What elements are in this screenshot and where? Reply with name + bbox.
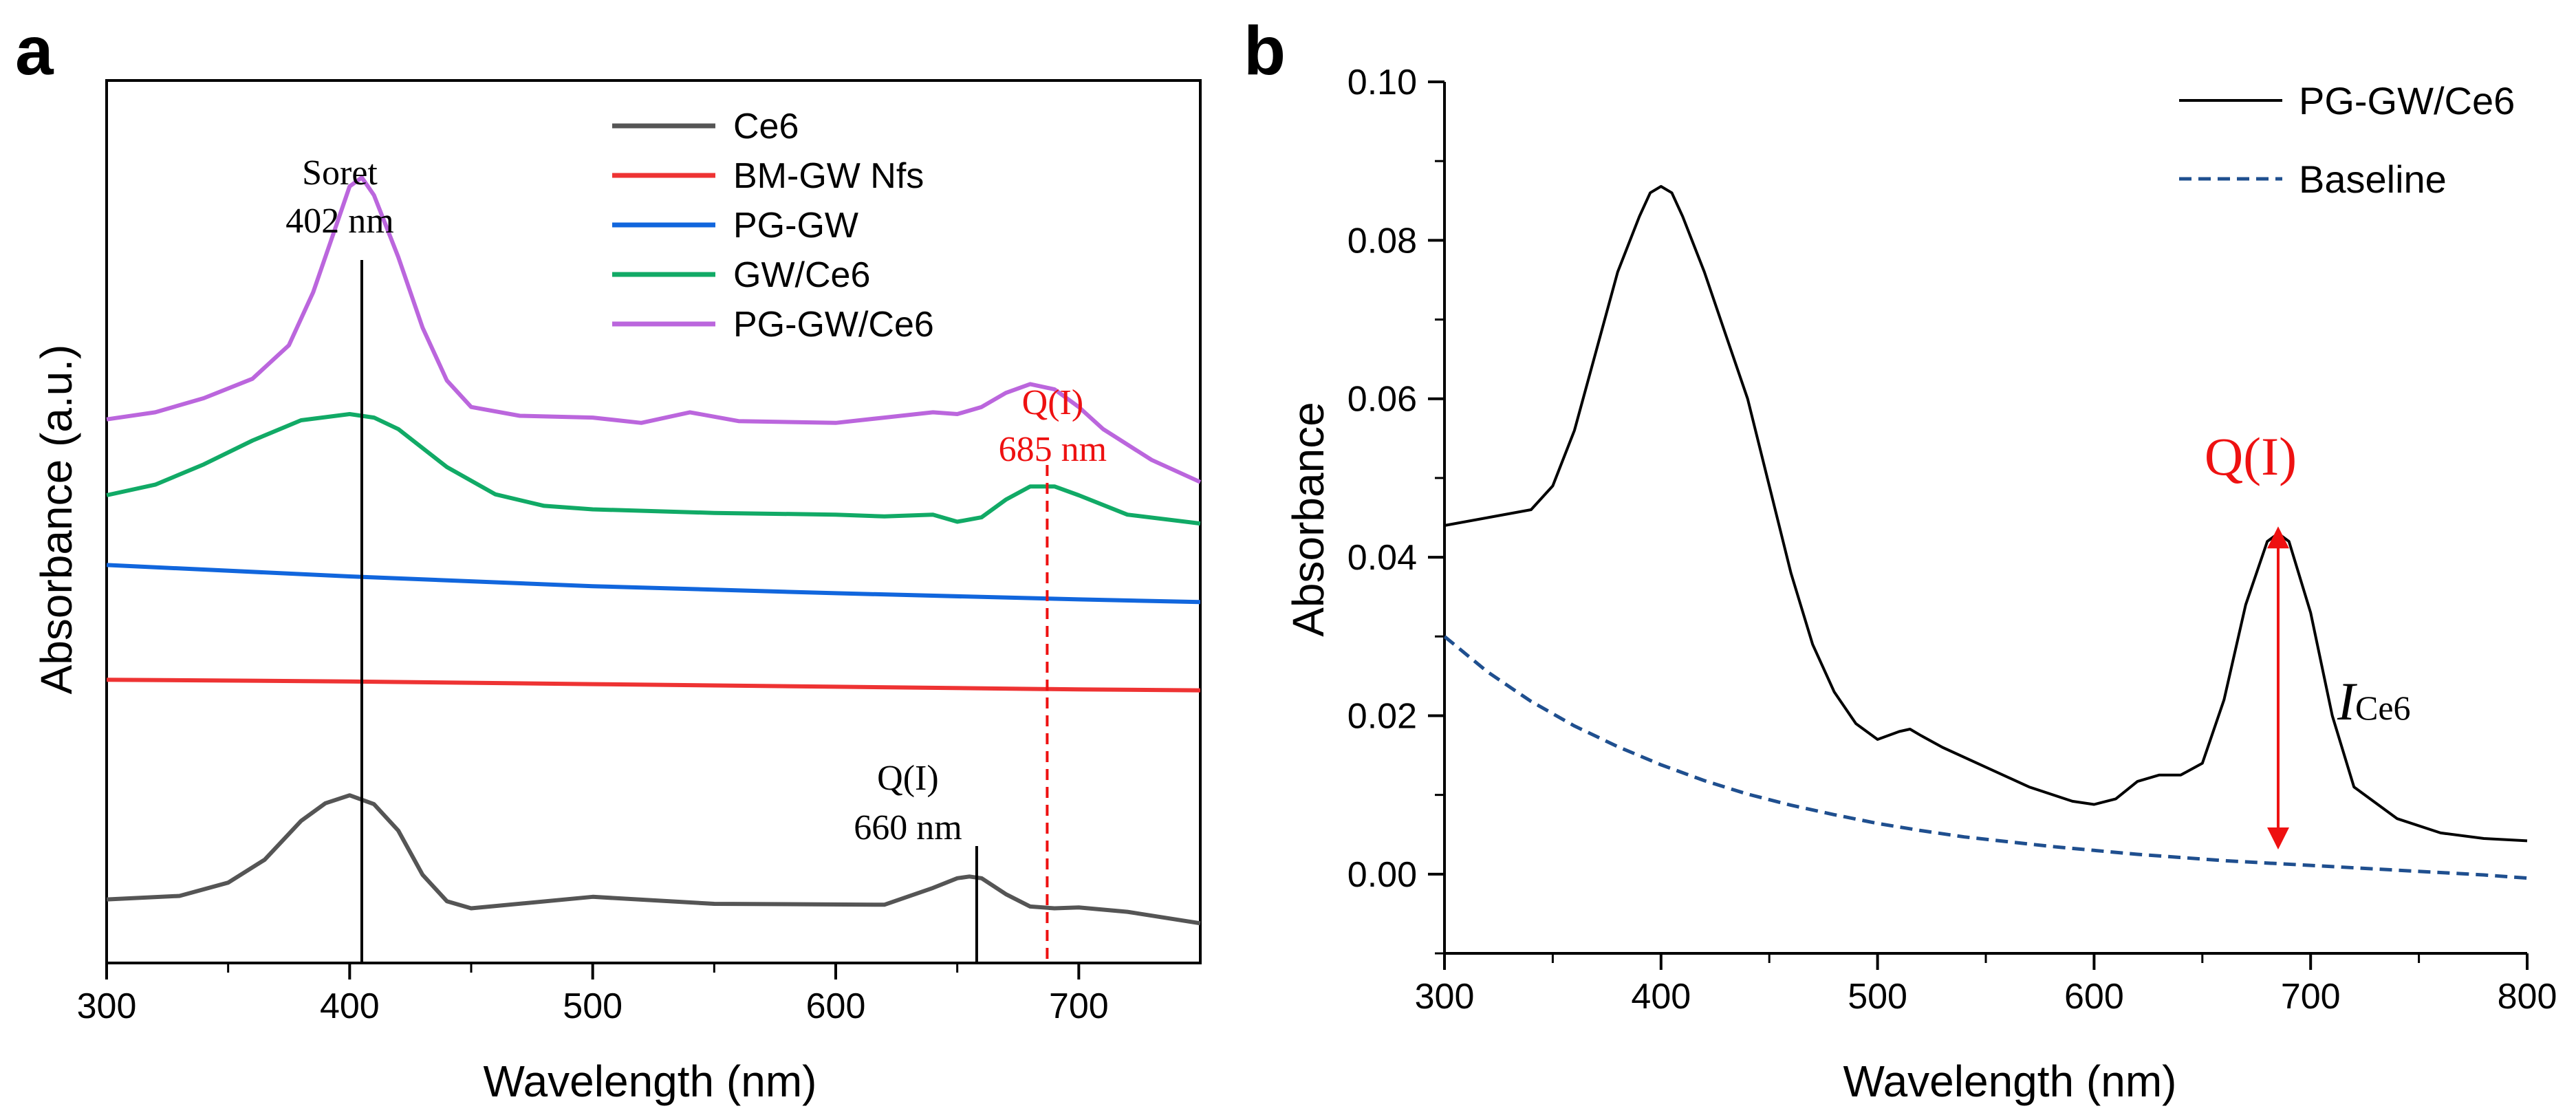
- y-tick-label: 0.06: [1347, 380, 1417, 420]
- legend-label-pg-gw-ce6: PG-GW/Ce6: [733, 305, 934, 345]
- annotation-wavelength: 685 nm: [999, 430, 1107, 469]
- panel-a-x-ticks: 300 400 500 600 700: [77, 963, 1109, 1026]
- annotation-title: Q(I): [1022, 383, 1084, 422]
- series-line-pg-gw: [106, 563, 1201, 605]
- panel-b-annotations: Q(I) ICe6: [2205, 426, 2411, 849]
- annotation-ce6-subscript: Ce6: [2355, 689, 2411, 727]
- panel-b-legend: PG-GW/Ce6 Baseline: [2179, 79, 2515, 201]
- x-tick-label: 700: [2281, 977, 2341, 1017]
- annotation-title: Soret: [302, 153, 378, 193]
- series-line-ce6: [106, 793, 1201, 926]
- panel-a-label: a: [15, 12, 54, 89]
- panel-a-annotations: Soret 402 nm Q(I) 660 nm Q(I) 685 nm: [285, 153, 1107, 963]
- y-tick-label: 0.00: [1347, 855, 1417, 895]
- x-tick-label: 500: [563, 986, 623, 1026]
- annotation-wavelength: 660 nm: [854, 808, 962, 847]
- panel-a-y-axis-label: Absorbance (a.u.): [32, 345, 81, 695]
- legend-label-pg-gw-ce6: PG-GW/Ce6: [2299, 79, 2515, 122]
- panel-a-plot-border: [105, 79, 1202, 964]
- series-line-baseline: [1443, 635, 2528, 880]
- annotation-i-symbol: I: [2337, 671, 2358, 731]
- y-tick-label: 0.08: [1347, 221, 1417, 261]
- y-tick-label: 0.10: [1347, 63, 1417, 102]
- legend-label-bm-gw-nfs: BM-GW Nfs: [733, 156, 924, 196]
- panel-b-axes-frame: [1443, 82, 2527, 955]
- x-tick-label: 700: [1049, 986, 1109, 1026]
- series-line-gw-ce6: [106, 412, 1201, 526]
- series-line-pg-gw-ce6: [106, 175, 1202, 484]
- x-tick-label: 600: [806, 986, 866, 1026]
- legend-label-pg-gw: PG-GW: [733, 206, 858, 246]
- y-tick-label: 0.02: [1347, 696, 1417, 736]
- panel-a-series-group: [106, 175, 1202, 926]
- panel-a-legend: Ce6 BM-GW Nfs PG-GW GW/Ce6 PG-GW/Ce6: [612, 107, 934, 345]
- annotation-title: Q(I): [877, 759, 939, 798]
- panel-b: b 300 400 500 600 700 800 0.000.020.040.060.0…: [1244, 12, 2557, 1106]
- panel-b-x-axis-label: Wavelength (nm): [1843, 1057, 2177, 1106]
- panel-b-series-group: [1443, 185, 2528, 880]
- x-tick-label: 300: [1415, 977, 1475, 1017]
- legend-label-gw-ce6: GW/Ce6: [733, 255, 870, 295]
- panel-a-axes-frame: [105, 79, 1202, 964]
- panel-b-x-ticks: 300 400 500 600 700 800: [1415, 953, 2557, 1017]
- annotation-q-i-label: Q(I): [2205, 426, 2297, 486]
- x-tick-label: 500: [1848, 977, 1907, 1017]
- x-tick-label: 400: [320, 986, 380, 1026]
- legend-label-ce6: Ce6: [733, 107, 799, 147]
- x-tick-label: 600: [2064, 977, 2124, 1017]
- panel-b-y-ticks: 0.00 0.02 0.04 0.06 0.08 0.10: [1347, 63, 1444, 955]
- annotation-wavelength: 402 nm: [285, 202, 393, 241]
- panel-a-x-axis-label: Wavelength (nm): [484, 1057, 817, 1106]
- panel-b-label: b: [1244, 12, 1286, 89]
- annotation-i-ce6-label: ICe6: [2337, 671, 2411, 731]
- x-tick-label: 400: [1631, 977, 1691, 1017]
- panel-b-y-axis-label: Absorbance: [1284, 402, 1333, 637]
- x-tick-label: 800: [2498, 977, 2557, 1017]
- legend-label-baseline: Baseline: [2299, 158, 2447, 201]
- panel-a: a 300 400 500 600 700 Soret 402 nm Q(I) 660 nm Q…: [15, 12, 1202, 1106]
- x-tick-label: 300: [77, 986, 137, 1026]
- series-line-bm-gw-nfs: [106, 678, 1201, 693]
- y-tick-label: 0.04: [1347, 538, 1417, 578]
